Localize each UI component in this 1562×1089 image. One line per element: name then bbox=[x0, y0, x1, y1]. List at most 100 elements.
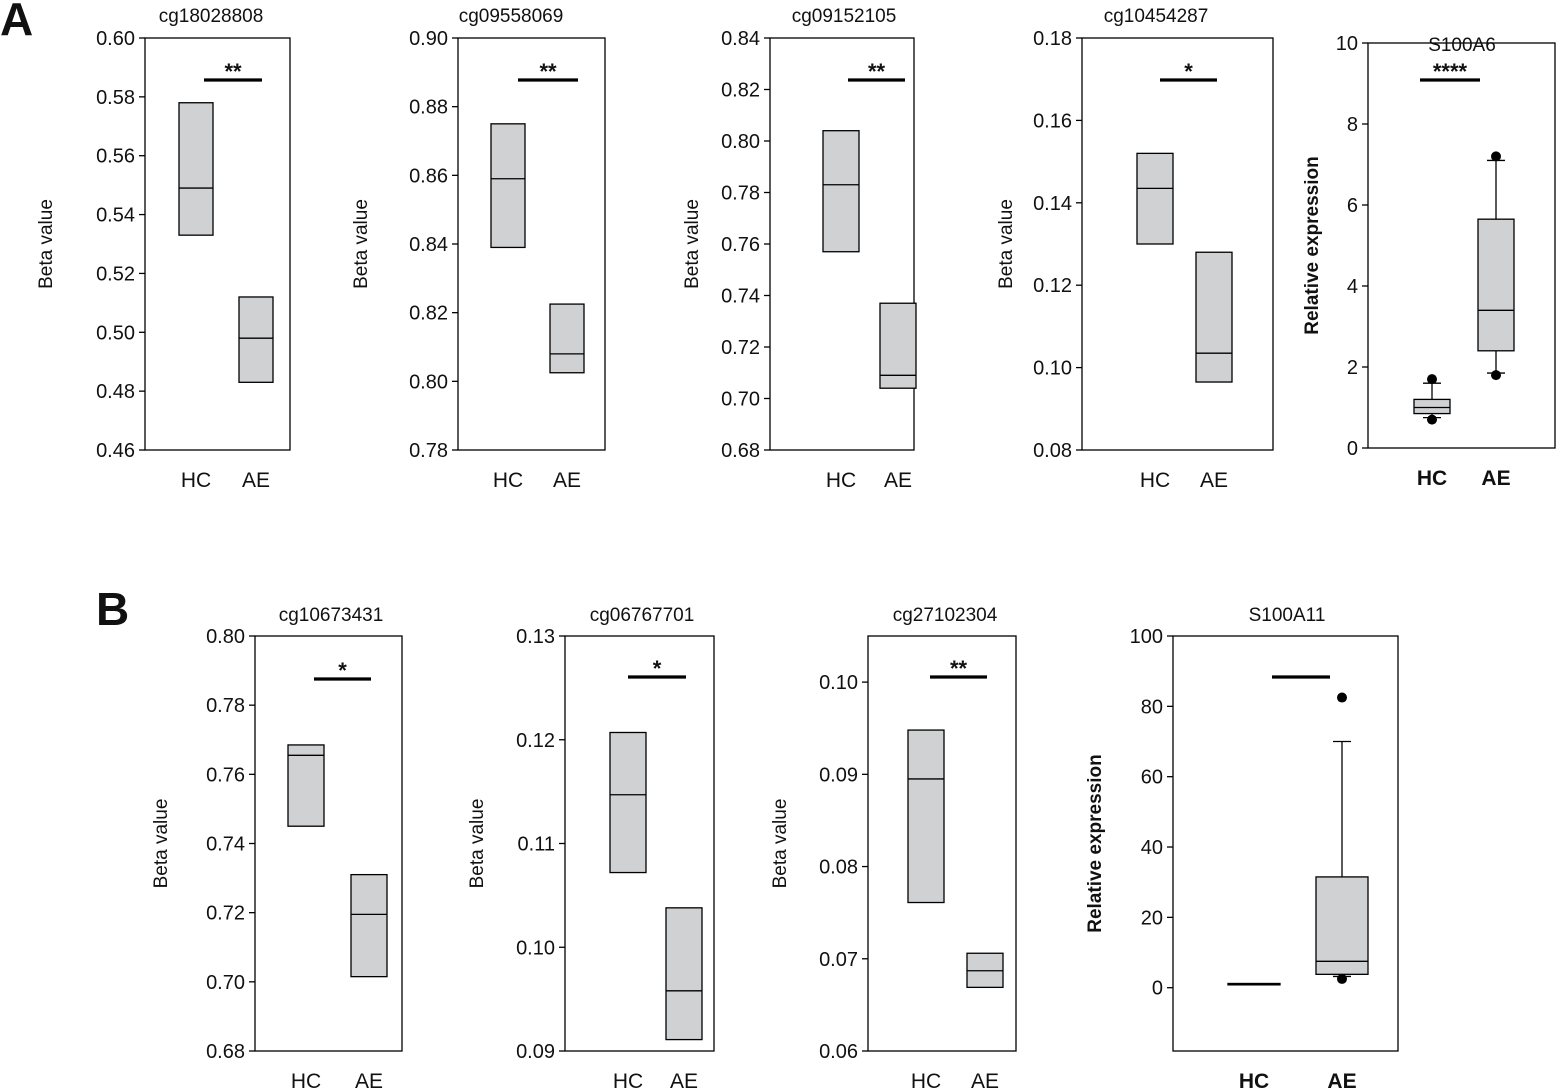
x-tick-label: HC bbox=[1140, 469, 1170, 492]
chart-title: S100A11 bbox=[1249, 605, 1326, 626]
plot-frame bbox=[1367, 42, 1556, 449]
y-axis-label: Beta value bbox=[36, 199, 57, 289]
panel-label-b: B bbox=[96, 583, 129, 635]
outlier-point bbox=[1491, 370, 1501, 381]
y-tick-label: 0.78 bbox=[206, 695, 245, 717]
y-tick-label: 0.80 bbox=[409, 371, 448, 393]
x-tick-label: AE bbox=[884, 469, 912, 492]
y-axis-label: Beta value bbox=[151, 799, 172, 889]
y-tick-label: 0.50 bbox=[96, 322, 135, 344]
y-tick-label: 0.72 bbox=[206, 903, 245, 925]
y-tick-label: 0.70 bbox=[721, 389, 760, 411]
box-AE bbox=[549, 303, 585, 374]
boxplot-cg09152105: cg09152105 Beta value 0.68 0.70 0.72 0.74 0.76… bbox=[682, 6, 917, 492]
y-tick-label: 0.12 bbox=[516, 730, 555, 752]
y-axis-label: Relative expression bbox=[1085, 754, 1106, 932]
y-tick-label: 0.68 bbox=[206, 1041, 245, 1063]
plot-frame bbox=[254, 635, 403, 1052]
x-tick-label: AE bbox=[1327, 1070, 1356, 1089]
x-tick-label: HC bbox=[291, 1070, 321, 1089]
boxplot-cg09558069: cg09558069 Beta value 0.78 0.80 0.82 0.84 0.86… bbox=[351, 6, 606, 492]
y-axis-label: Beta value bbox=[351, 199, 372, 289]
y-tick-label: 0.84 bbox=[409, 234, 448, 256]
y-tick-label: 0.14 bbox=[1033, 193, 1072, 215]
y-tick-label: 0.84 bbox=[721, 28, 760, 50]
plot-frame bbox=[867, 635, 1017, 1052]
panel-label-a: A bbox=[0, 0, 33, 45]
y-tick-label: 0.08 bbox=[1033, 440, 1072, 462]
chart-title: cg27102304 bbox=[893, 605, 998, 626]
y-tick-label: 0.12 bbox=[1033, 275, 1072, 297]
y-tick-label: 0.07 bbox=[819, 949, 858, 971]
y-tick-label: 6 bbox=[1347, 195, 1358, 217]
boxplot-cg18028808: cg18028808 Beta value 0.46 0.48 0.50 0.52 0.54… bbox=[36, 6, 291, 492]
y-tick-label: 0.10 bbox=[1033, 358, 1072, 380]
y-tick-label: 100 bbox=[1130, 626, 1163, 648]
y-tick-label: 0.76 bbox=[721, 234, 760, 256]
y-tick-label: 0.76 bbox=[206, 764, 245, 786]
x-tick-label: HC bbox=[181, 469, 211, 492]
x-tick-label: AE bbox=[670, 1070, 698, 1089]
y-axis-label: Beta value bbox=[996, 199, 1017, 289]
chart-title: S100A6 bbox=[1428, 35, 1496, 56]
significance-stars: ** bbox=[539, 59, 557, 84]
y-tick-label: 0.78 bbox=[409, 440, 448, 462]
y-tick-label: 0 bbox=[1152, 978, 1163, 1000]
plot-frame bbox=[1172, 635, 1399, 1052]
x-tick-label: AE bbox=[1481, 467, 1510, 490]
outlier-point bbox=[1427, 374, 1437, 385]
y-tick-label: 0.46 bbox=[96, 440, 135, 462]
y-tick-label: 0.10 bbox=[819, 672, 858, 694]
x-tick-label: HC bbox=[613, 1070, 643, 1089]
y-tick-label: 0.78 bbox=[721, 183, 760, 205]
y-tick-label: 0 bbox=[1347, 438, 1358, 460]
y-tick-label: 0.18 bbox=[1033, 28, 1072, 50]
chart-title: cg09558069 bbox=[459, 6, 564, 27]
outlier-point bbox=[1427, 414, 1437, 425]
chart-title: cg06767701 bbox=[590, 605, 695, 626]
y-tick-label: 20 bbox=[1141, 907, 1163, 929]
x-tick-label: HC bbox=[911, 1070, 941, 1089]
x-tick-label: AE bbox=[242, 469, 270, 492]
y-tick-label: 0.16 bbox=[1033, 110, 1072, 132]
box-AE bbox=[1315, 876, 1369, 975]
boxplot-cg10454287: cg10454287 Beta value 0.08 0.10 0.12 0.14 0.16… bbox=[996, 6, 1274, 492]
y-axis-label: Relative expression bbox=[1302, 156, 1323, 334]
chart-title: cg10673431 bbox=[279, 605, 384, 626]
y-tick-label: 60 bbox=[1141, 767, 1163, 789]
y-tick-label: 0.74 bbox=[206, 834, 245, 856]
y-tick-label: 0.74 bbox=[721, 286, 760, 308]
plot-frame bbox=[144, 37, 291, 451]
y-tick-label: 4 bbox=[1347, 276, 1358, 298]
x-tick-label: AE bbox=[1200, 469, 1228, 492]
outlier-point bbox=[1337, 973, 1347, 984]
box-HC bbox=[907, 729, 945, 904]
significance-stars: ** bbox=[868, 59, 886, 84]
significance-stars: * bbox=[338, 658, 347, 683]
y-tick-label: 0.72 bbox=[721, 337, 760, 359]
significance-stars: * bbox=[653, 656, 662, 681]
y-axis-label: Beta value bbox=[770, 799, 791, 889]
y-tick-label: 8 bbox=[1347, 114, 1358, 136]
y-axis-label: Beta value bbox=[467, 799, 488, 889]
box-HC bbox=[490, 123, 526, 249]
outlier-point bbox=[1491, 151, 1501, 162]
x-tick-label: HC bbox=[826, 469, 856, 492]
y-tick-label: 0.80 bbox=[721, 131, 760, 153]
plot-frame bbox=[457, 37, 606, 451]
chart-title: cg09152105 bbox=[792, 6, 897, 27]
y-tick-label: 0.54 bbox=[96, 205, 135, 227]
y-tick-label: 40 bbox=[1141, 837, 1163, 859]
box-AE bbox=[238, 296, 274, 383]
y-tick-label: 0.82 bbox=[409, 303, 448, 325]
y-tick-label: 0.06 bbox=[819, 1041, 858, 1063]
plot-frame bbox=[1081, 37, 1274, 451]
y-tick-label: 0.08 bbox=[819, 857, 858, 879]
y-tick-label: 0.82 bbox=[721, 80, 760, 102]
y-tick-label: 0.86 bbox=[409, 165, 448, 187]
x-tick-label: HC bbox=[493, 469, 523, 492]
box-HC bbox=[1413, 398, 1451, 415]
y-axis-label: Beta value bbox=[682, 199, 703, 289]
y-tick-label: 0.11 bbox=[518, 834, 555, 856]
y-tick-label: 0.52 bbox=[96, 263, 135, 285]
